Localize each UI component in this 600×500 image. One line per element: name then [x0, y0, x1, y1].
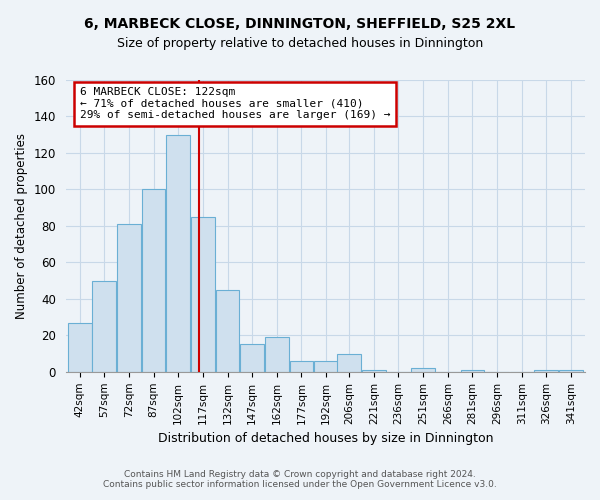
- Bar: [461, 370, 484, 372]
- Bar: [362, 370, 386, 372]
- X-axis label: Distribution of detached houses by size in Dinnington: Distribution of detached houses by size …: [158, 432, 493, 445]
- Bar: [92, 280, 116, 372]
- Bar: [215, 290, 239, 372]
- Bar: [142, 190, 166, 372]
- Bar: [337, 354, 361, 372]
- Bar: [166, 134, 190, 372]
- Text: Contains HM Land Registry data © Crown copyright and database right 2024.
Contai: Contains HM Land Registry data © Crown c…: [103, 470, 497, 489]
- Bar: [265, 337, 289, 372]
- Bar: [117, 224, 141, 372]
- Text: Size of property relative to detached houses in Dinnington: Size of property relative to detached ho…: [117, 38, 483, 51]
- Bar: [240, 344, 264, 372]
- Bar: [314, 361, 338, 372]
- Bar: [535, 370, 558, 372]
- Bar: [191, 217, 215, 372]
- Bar: [559, 370, 583, 372]
- Bar: [290, 361, 313, 372]
- Y-axis label: Number of detached properties: Number of detached properties: [15, 133, 28, 319]
- Bar: [411, 368, 435, 372]
- Text: 6, MARBECK CLOSE, DINNINGTON, SHEFFIELD, S25 2XL: 6, MARBECK CLOSE, DINNINGTON, SHEFFIELD,…: [85, 18, 515, 32]
- Bar: [68, 322, 92, 372]
- Text: 6 MARBECK CLOSE: 122sqm
← 71% of detached houses are smaller (410)
29% of semi-d: 6 MARBECK CLOSE: 122sqm ← 71% of detache…: [80, 88, 390, 120]
